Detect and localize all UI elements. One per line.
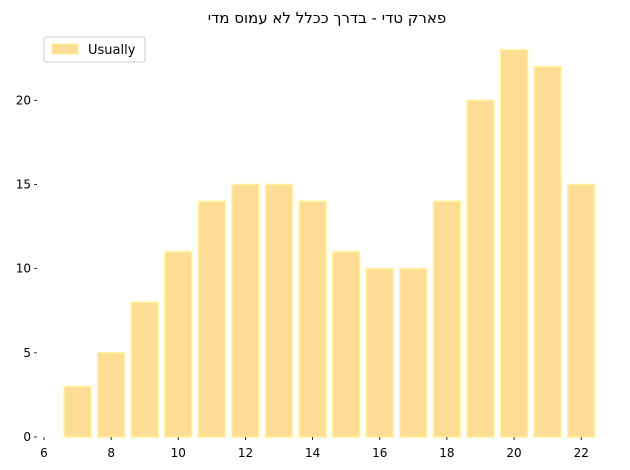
bar-13	[264, 183, 294, 438]
legend-box	[43, 36, 146, 63]
legend-swatch	[51, 43, 79, 55]
bar-20	[499, 49, 529, 438]
bar-21	[533, 65, 562, 438]
bar-8	[96, 352, 126, 438]
y-tick-label-20: 20	[16, 93, 31, 107]
y-tick-label-0: 0	[23, 430, 31, 444]
x-tick-label-8: 8	[107, 446, 115, 460]
bar-7	[63, 385, 92, 438]
y-axis: 0 5 10 15 20	[16, 93, 37, 444]
bar-16	[365, 267, 394, 438]
bar-22	[567, 183, 596, 438]
y-tick-label-10: 10	[16, 262, 31, 276]
bar-11	[197, 200, 227, 438]
y-tick-label-15: 15	[16, 178, 31, 192]
bar-14	[298, 200, 327, 438]
x-tick-label-10: 10	[171, 446, 186, 460]
bars-group	[63, 49, 596, 438]
bar-9	[130, 301, 159, 438]
chart-title: פארק טדי - בדרך ככלל לא עמוס מדי	[208, 9, 447, 27]
bar-12	[231, 183, 260, 438]
x-tick-label-22: 22	[574, 446, 589, 460]
legend: Usually	[43, 36, 146, 63]
bar-15	[332, 251, 361, 438]
x-tick-label-18: 18	[439, 446, 454, 460]
bar-17	[399, 267, 428, 438]
bar-10	[164, 251, 193, 438]
x-axis: 6 8 10 12 14 16 18 20 22	[40, 437, 589, 460]
x-tick-label-14: 14	[305, 446, 320, 460]
x-tick-label-20: 20	[506, 446, 521, 460]
x-tick-label-16: 16	[372, 446, 387, 460]
bar-18	[432, 200, 462, 438]
bar-19	[466, 99, 495, 438]
x-tick-label-12: 12	[238, 446, 253, 460]
legend-label: Usually	[88, 43, 136, 58]
x-tick-label-6: 6	[40, 446, 48, 460]
y-tick-label-5: 5	[23, 346, 31, 360]
